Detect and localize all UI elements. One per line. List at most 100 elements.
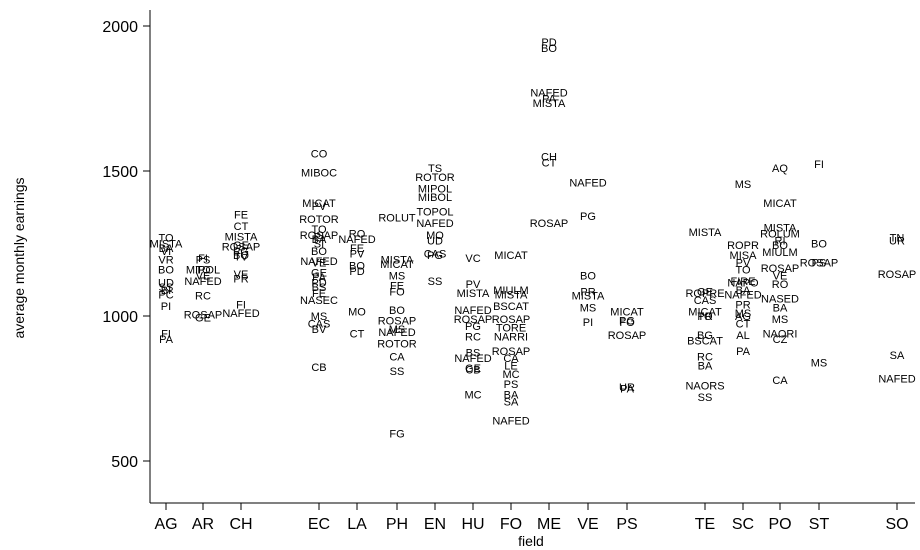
data-point-label: CAS <box>308 318 331 330</box>
data-point-label: BO <box>233 250 249 262</box>
data-point-label: MS <box>580 302 597 314</box>
x-tick-label-so: SO <box>885 516 908 533</box>
data-point-label: NASED <box>761 294 799 306</box>
data-point-label: FG <box>389 428 404 440</box>
data-point-label: SA <box>890 350 905 362</box>
data-point-label: MIBOC <box>301 167 337 179</box>
data-point-label: BO <box>349 260 365 272</box>
data-point-label: BO <box>311 246 327 258</box>
data-point-label: MS <box>389 270 406 282</box>
data-point-label: NAFED <box>454 305 491 317</box>
data-point-label: GE <box>311 268 327 280</box>
data-point-label: ROSAP <box>492 314 531 326</box>
data-point-label: PG <box>619 315 635 327</box>
data-point-label: ROSAP <box>222 241 261 253</box>
data-point-label: GE <box>465 363 481 375</box>
data-point-label: FI <box>198 253 208 265</box>
data-point-label: MIULM <box>493 285 528 297</box>
data-point-label: FE <box>350 243 364 255</box>
data-point-label: MISTA <box>764 223 797 235</box>
data-point-label: VE <box>234 269 249 281</box>
data-point-label: MISTA <box>457 288 490 300</box>
data-point-label: PD <box>311 278 326 290</box>
data-point-label: PR <box>580 286 595 298</box>
data-point-label: VE <box>312 257 327 269</box>
data-point-label: NAFED <box>530 88 567 100</box>
data-point-label: MS <box>389 324 406 336</box>
data-point-label: ROTOR <box>299 214 339 226</box>
data-point-label: MO <box>348 307 366 319</box>
data-point-label: NAFED <box>378 327 415 339</box>
data-point-label: BS <box>312 282 327 294</box>
data-point-label: VE <box>196 270 211 282</box>
y-tick-label: 2000 <box>102 19 138 36</box>
data-point-label: ROPRE <box>685 288 724 300</box>
y-tick-label: 500 <box>111 454 138 471</box>
data-point-label: NAFED <box>724 289 761 301</box>
data-point-label: PV <box>466 279 481 291</box>
data-point-label: BA <box>504 389 519 401</box>
data-point-label: PA <box>312 272 327 284</box>
data-point-label: NASEC <box>300 295 338 307</box>
x-tick-label-ar: AR <box>192 516 214 533</box>
data-point-label: BSCAT <box>493 301 529 313</box>
data-point-label: SS <box>390 366 405 378</box>
data-point-label: FO <box>619 317 635 329</box>
x-tick-label-ps: PS <box>616 516 637 533</box>
data-point-label: FE <box>390 281 404 293</box>
data-point-label: MC <box>464 389 481 401</box>
data-point-label: MISTA <box>533 98 566 110</box>
data-point-label: UR <box>619 382 635 394</box>
data-points: TOMISTABAVIVRBOUDSSBIPCPIFIPAFIPSMIPOLTO… <box>150 37 917 441</box>
data-point-label: NAPO <box>727 278 759 290</box>
data-point-label: PG <box>233 246 249 258</box>
data-point-label: NAFED <box>222 308 259 320</box>
x-tick-label-st: ST <box>809 516 830 533</box>
data-point-label: MS <box>772 314 789 326</box>
data-point-label: MIPOL <box>186 265 220 277</box>
data-point-label: CB <box>465 365 480 377</box>
x-tick-label-fo: FO <box>500 516 522 533</box>
data-point-label: PA <box>542 94 557 106</box>
data-point-label: RC <box>195 291 211 303</box>
data-point-label: CO <box>311 149 328 161</box>
y-tick-label: 1500 <box>102 164 138 181</box>
data-point-label: MICAT <box>763 198 797 210</box>
data-point-label: PD <box>349 266 364 278</box>
data-point-label: MISTA <box>689 227 722 239</box>
data-point-label: TN <box>890 233 905 245</box>
data-point-label: BA <box>159 243 174 255</box>
data-point-label: BO <box>389 305 405 317</box>
data-point-label: BA <box>773 302 788 314</box>
data-point-label: PA <box>159 334 174 346</box>
data-point-label: SA <box>504 397 519 409</box>
data-point-label: TS <box>428 163 442 175</box>
data-point-label: RC <box>465 331 481 343</box>
data-point-label: PG <box>427 250 443 262</box>
data-point-label: FE <box>312 288 326 300</box>
data-point-label: ROSAP <box>454 314 493 326</box>
x-tick-label-po: PO <box>768 516 791 533</box>
data-point-label: MICAT <box>610 307 644 319</box>
data-point-label: BA <box>312 234 327 246</box>
data-point-label: RO <box>349 228 366 240</box>
data-point-label: ROSAP <box>878 269 917 281</box>
data-point-label: BO <box>772 240 788 252</box>
data-point-label: CT <box>542 157 557 169</box>
data-point-label: MISTA <box>381 254 414 266</box>
data-point-label: BO <box>580 270 596 282</box>
data-point-label: NAORS <box>685 381 724 393</box>
data-point-label: MICAT <box>380 259 414 271</box>
data-point-label: MC <box>502 369 519 381</box>
data-point-label: TV <box>234 252 249 264</box>
data-point-label: MISTA <box>225 231 258 243</box>
data-point-label: TOPOL <box>416 207 453 219</box>
data-point-label: LE <box>504 360 517 372</box>
data-point-label: FI <box>161 328 171 340</box>
data-point-label: ROSAP <box>800 257 839 269</box>
data-point-label: ROSAP <box>184 310 223 322</box>
data-point-label: BI <box>161 285 171 297</box>
axes <box>149 10 915 504</box>
data-point-label: NAFED <box>492 415 529 427</box>
data-point-label: ROSAP <box>608 330 647 342</box>
